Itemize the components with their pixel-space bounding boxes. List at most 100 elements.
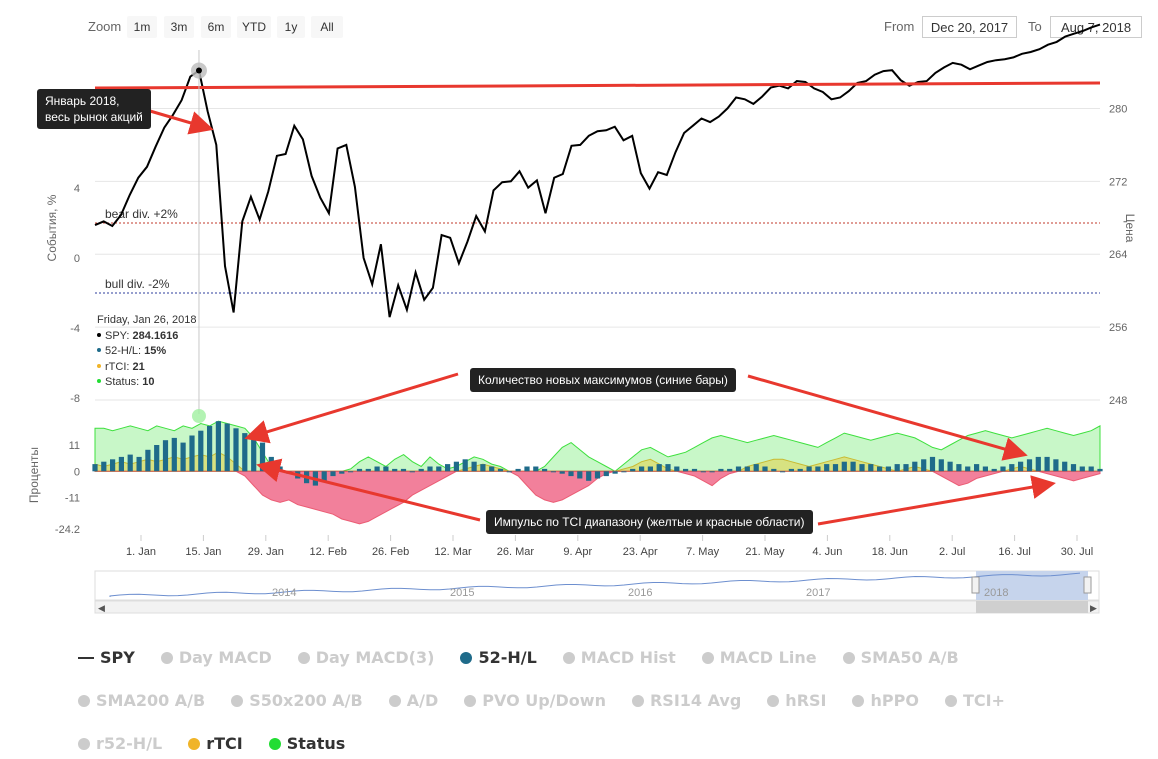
to-date-input[interactable]: Aug 7, 2018: [1050, 16, 1142, 38]
hl-bar: [630, 468, 636, 472]
legend-row-1: SPY Day MACD Day MACD(3) 52-H/L MACD Hist MAC…: [78, 648, 985, 667]
hl-bar: [965, 466, 971, 472]
hl-bar: [110, 459, 116, 472]
navigator-right-handle: [1083, 576, 1092, 594]
hl-bar: [233, 428, 239, 472]
zoom-3m-button[interactable]: 3m: [164, 16, 194, 38]
legend-item-s50x200-a-b[interactable]: S50x200 A/B: [231, 691, 363, 710]
legend-item-sma50-a-b[interactable]: SMA50 A/B: [842, 648, 959, 667]
hl-bar: [171, 437, 177, 472]
hl-bar: [577, 471, 583, 479]
hl-bar: [1062, 461, 1068, 472]
x-tick-label: 4. Jun: [812, 546, 842, 558]
hl-bar: [339, 471, 345, 474]
zoom-label: Zoom: [88, 19, 122, 34]
hl-bar: [771, 468, 777, 472]
hl-bar: [824, 464, 830, 472]
hl-bar: [700, 471, 706, 473]
legend-label: S50x200 A/B: [249, 691, 363, 710]
navigator-year-label: 2016: [628, 587, 652, 599]
x-tick-label: 26. Feb: [372, 546, 409, 558]
navigator-scroll-thumb: [976, 601, 1088, 613]
legend-item-rsi14-avg[interactable]: RSI14 Avg: [631, 691, 742, 710]
legend-dot-icon: [268, 738, 281, 750]
hl-bar: [559, 471, 565, 474]
hl-bar: [797, 468, 803, 472]
hl-bar: [691, 468, 698, 472]
legend-item-sma200-a-b[interactable]: SMA200 A/B: [78, 691, 205, 710]
lower-axis-title: Проценты: [27, 447, 41, 503]
lower-left-tick-1: 0: [74, 466, 80, 478]
legend-item-pvo-up-down[interactable]: PVO Up/Down: [464, 691, 606, 710]
hl-bar: [1097, 468, 1103, 472]
hl-bar: [612, 471, 618, 474]
legend-item-52-h-l[interactable]: 52-H/L: [460, 648, 537, 667]
legend-label: r52-H/L: [96, 734, 163, 753]
legend-item-status[interactable]: Status: [268, 734, 345, 753]
hl-bar: [885, 466, 891, 472]
legend-label: SMA50 A/B: [860, 648, 959, 667]
legend-item-r52-h-l[interactable]: r52-H/L: [78, 734, 162, 753]
x-tick-label: 12. Feb: [310, 546, 347, 558]
legend-label: TCI+: [962, 691, 1005, 710]
stock-chart[interactable]: bear div. +2% bull div. -2% 4 0 -4 -8 280 272 2…: [0, 0, 1158, 640]
plot-line-label-1: bull div. -2%: [105, 277, 170, 291]
legend-item-macd-line[interactable]: MACD Line: [701, 648, 817, 667]
hl-bar: [154, 445, 160, 472]
legend-dot-icon: [388, 695, 401, 707]
hl-bar: [841, 461, 847, 472]
zoom-all-button[interactable]: All: [311, 16, 343, 38]
hl-bar: [938, 459, 944, 472]
hl-bar: [550, 471, 556, 473]
legend-item-rtci[interactable]: rTCI: [188, 734, 243, 753]
hl-bar: [1018, 461, 1024, 472]
legend-item-tci-[interactable]: TCI+: [944, 691, 1005, 710]
hl-bar: [542, 468, 548, 472]
annotation-arrow-2: [747, 374, 1028, 461]
legend-label: RSI14 Avg: [649, 691, 742, 710]
zoom-6m-button[interactable]: 6m: [201, 16, 231, 38]
hl-bar: [445, 464, 451, 472]
hl-bar: [400, 468, 407, 472]
legend-item-day-macd[interactable]: Day MACD: [160, 648, 272, 667]
hl-bar: [859, 464, 865, 472]
legend-dot-icon: [78, 738, 90, 750]
from-label: From: [884, 19, 915, 34]
right-tick-3: 256: [1109, 322, 1127, 334]
navigator-year-label: 2015: [450, 587, 474, 599]
legend-item-hppo[interactable]: hPPO: [852, 691, 919, 710]
legend-label: A/D: [406, 691, 439, 710]
legend-item-a-d[interactable]: A/D: [388, 691, 439, 710]
zoom-1m-button[interactable]: 1m: [127, 16, 157, 38]
lower-left-tick-3: -24.2: [55, 524, 80, 536]
hl-bar: [189, 435, 195, 472]
hl-bar: [392, 468, 398, 472]
hl-bar: [850, 461, 856, 472]
legend-dot-icon: [944, 695, 957, 707]
x-tick-label: 23. Apr: [623, 546, 658, 558]
hl-bar: [982, 466, 988, 472]
zoom-ytd-button[interactable]: YTD: [237, 16, 271, 38]
hl-bar: [207, 425, 213, 472]
from-date-input[interactable]: Dec 20, 2017: [922, 16, 1017, 38]
hl-bar: [1053, 459, 1059, 472]
tooltip-date: Friday, Jan 26, 2018: [97, 314, 197, 326]
legend-dot-icon: [78, 695, 90, 707]
legend-item-day-macd-3-[interactable]: Day MACD(3): [297, 648, 434, 667]
x-tick-label: 12. Mar: [434, 546, 472, 558]
hl-bar: [894, 464, 900, 472]
hl-bar: [101, 461, 107, 472]
legend-dot-icon: [562, 652, 575, 664]
legend-item-macd-hist[interactable]: MACD Hist: [562, 648, 676, 667]
tooltip-status: Status: 10: [97, 375, 196, 391]
left-tick-1: 0: [74, 253, 80, 265]
spy-line: [94, 23, 1101, 318]
hl-bar: [947, 461, 953, 472]
hl-bar: [991, 468, 997, 472]
hl-bar: [497, 468, 504, 472]
navigator-scrollbar: [94, 600, 1100, 614]
zoom-1y-button[interactable]: 1y: [277, 16, 305, 38]
legend-item-hrsi[interactable]: hRSI: [767, 691, 826, 710]
hl-bar: [162, 440, 169, 472]
legend-item-spy[interactable]: SPY: [78, 648, 135, 667]
